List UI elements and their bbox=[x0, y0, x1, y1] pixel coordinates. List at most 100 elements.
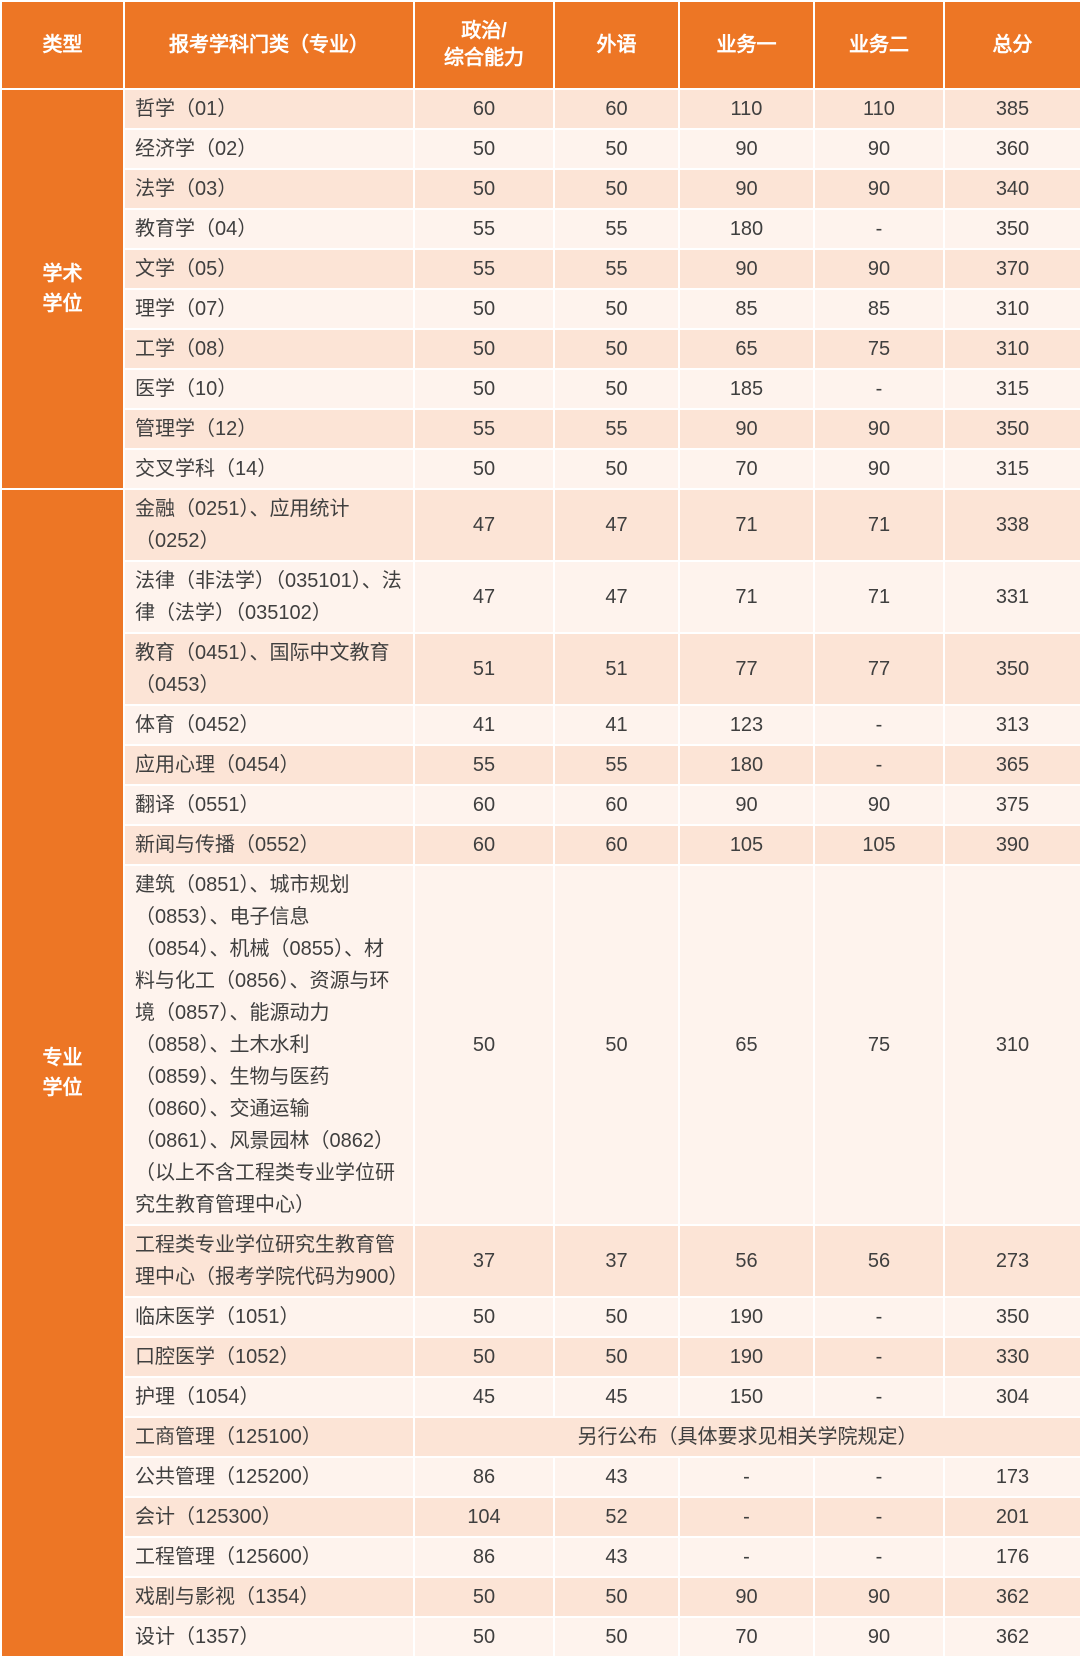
major-cell: 体育（0452） bbox=[123, 704, 415, 746]
score-cell: 201 bbox=[943, 1496, 1080, 1538]
score-cell: 51 bbox=[553, 632, 680, 706]
score-cell: - bbox=[813, 368, 945, 410]
col-header-type: 类型 bbox=[0, 0, 125, 90]
major-cell: 法律（非法学）（035101）、法律（法学）（035102） bbox=[123, 560, 415, 634]
score-cell: 315 bbox=[943, 448, 1080, 490]
score-cell: 90 bbox=[813, 1576, 945, 1618]
major-cell: 建筑（0851）、城市规划（0853）、电子信息（0854）、机械（0855）、… bbox=[123, 864, 415, 1226]
major-cell: 公共管理（125200） bbox=[123, 1456, 415, 1498]
score-cell: 90 bbox=[678, 168, 815, 210]
major-cell: 法学（03） bbox=[123, 168, 415, 210]
score-cell: 55 bbox=[553, 408, 680, 450]
score-cell: 41 bbox=[413, 704, 555, 746]
major-cell: 护理（1054） bbox=[123, 1376, 415, 1418]
table-row: 公共管理（125200） 86 43- -173 bbox=[1, 1456, 1080, 1498]
major-cell: 管理学（12） bbox=[123, 408, 415, 450]
score-cell: 310 bbox=[943, 328, 1080, 370]
score-cell: 65 bbox=[678, 328, 815, 370]
score-cell: 50 bbox=[553, 1616, 680, 1658]
score-cell: 173 bbox=[943, 1456, 1080, 1498]
score-cell: 50 bbox=[553, 288, 680, 330]
table-row: 教育（0451）、国际中文教育（0453） 51 51 77 77 350 bbox=[1, 632, 1080, 706]
score-cell: 71 bbox=[813, 488, 945, 562]
score-cell: 60 bbox=[413, 784, 555, 826]
col-header-foreign-language: 外语 bbox=[553, 0, 680, 90]
score-cell: 85 bbox=[678, 288, 815, 330]
table-row: 护理（1054） 45 45 150-304 bbox=[1, 1376, 1080, 1418]
score-cell: 350 bbox=[943, 632, 1080, 706]
score-cell: 37 bbox=[413, 1224, 555, 1298]
table-row: 教育学（04） 55 55 180-350 bbox=[1, 208, 1080, 250]
score-cell: 105 bbox=[813, 824, 945, 866]
score-cell: 90 bbox=[813, 128, 945, 170]
score-cell: 385 bbox=[943, 88, 1080, 130]
score-cell: 43 bbox=[553, 1536, 680, 1578]
score-cell: 90 bbox=[678, 1576, 815, 1618]
table-row: 会计（125300） 104 52- -201 bbox=[1, 1496, 1080, 1538]
score-cell: 310 bbox=[943, 288, 1080, 330]
score-cell: 390 bbox=[943, 824, 1080, 866]
score-cell: 47 bbox=[413, 560, 555, 634]
score-cell: 70 bbox=[678, 1616, 815, 1658]
score-cell: 47 bbox=[553, 560, 680, 634]
score-cell: 86 bbox=[413, 1536, 555, 1578]
score-cell: 350 bbox=[943, 208, 1080, 250]
score-cell: 65 bbox=[678, 864, 815, 1226]
major-cell: 教育学（04） bbox=[123, 208, 415, 250]
table-row: 体育（0452） 41 41 123-313 bbox=[1, 704, 1080, 746]
score-cell: 190 bbox=[678, 1296, 815, 1338]
table-body: 学术 学位 哲学（01） 60 60 110 110 385 经济学（02） 50 50 90 90 3… bbox=[0, 88, 1080, 1658]
score-cell: 60 bbox=[413, 88, 555, 130]
table-row: 经济学（02） 50 50 90 90 360 bbox=[1, 128, 1080, 170]
score-cell: 37 bbox=[553, 1224, 680, 1298]
score-cell: 45 bbox=[553, 1376, 680, 1418]
table-row: 管理学（12） 55 55 90 90 350 bbox=[1, 408, 1080, 450]
score-cell: 90 bbox=[813, 168, 945, 210]
table-row: 理学（07） 50 50 85 85 310 bbox=[1, 288, 1080, 330]
score-cell: 50 bbox=[413, 1296, 555, 1338]
major-cell: 翻译（0551） bbox=[123, 784, 415, 826]
table-row: 建筑（0851）、城市规划（0853）、电子信息（0854）、机械（0855）、… bbox=[1, 864, 1080, 1226]
score-cell: 50 bbox=[553, 448, 680, 490]
score-cell: 313 bbox=[943, 704, 1080, 746]
score-cell: 105 bbox=[678, 824, 815, 866]
score-cell: 56 bbox=[813, 1224, 945, 1298]
major-cell: 理学（07） bbox=[123, 288, 415, 330]
score-cell: 55 bbox=[553, 248, 680, 290]
score-cell: 90 bbox=[678, 248, 815, 290]
score-cell: 50 bbox=[553, 368, 680, 410]
score-cell: 55 bbox=[413, 744, 555, 786]
score-cell: 50 bbox=[553, 128, 680, 170]
score-cell: 60 bbox=[553, 88, 680, 130]
score-cell: 71 bbox=[678, 560, 815, 634]
score-cell: 375 bbox=[943, 784, 1080, 826]
col-header-politics: 政治/ 综合能力 bbox=[413, 0, 555, 90]
score-cell: 50 bbox=[413, 168, 555, 210]
major-cell: 戏剧与影视（1354） bbox=[123, 1576, 415, 1618]
score-cell: 370 bbox=[943, 248, 1080, 290]
score-cell: 90 bbox=[813, 448, 945, 490]
score-cell: 75 bbox=[813, 864, 945, 1226]
score-cell: 123 bbox=[678, 704, 815, 746]
major-cell: 教育（0451）、国际中文教育（0453） bbox=[123, 632, 415, 706]
table-row: 新闻与传播（0552） 60 60 105 105 390 bbox=[1, 824, 1080, 866]
table-row: 口腔医学（1052） 50 50 190-330 bbox=[1, 1336, 1080, 1378]
major-cell: 文学（05） bbox=[123, 248, 415, 290]
score-cell: - bbox=[813, 208, 945, 250]
score-cell: 70 bbox=[678, 448, 815, 490]
col-header-total: 总分 bbox=[943, 0, 1080, 90]
table-row: 文学（05） 55 55 90 90 370 bbox=[1, 248, 1080, 290]
score-cell: 55 bbox=[553, 744, 680, 786]
major-cell: 工商管理（125100） bbox=[123, 1416, 415, 1458]
score-cell: 47 bbox=[413, 488, 555, 562]
table-row: 翻译（0551） 60 60 90 90 375 bbox=[1, 784, 1080, 826]
score-cell: 55 bbox=[413, 408, 555, 450]
score-cell: 85 bbox=[813, 288, 945, 330]
score-cell: 60 bbox=[553, 824, 680, 866]
score-cell: - bbox=[678, 1456, 815, 1498]
score-cell: 350 bbox=[943, 1296, 1080, 1338]
score-cell: - bbox=[813, 1376, 945, 1418]
major-cell: 新闻与传播（0552） bbox=[123, 824, 415, 866]
degree-type-label-professional: 专业 学位 bbox=[0, 488, 125, 1658]
